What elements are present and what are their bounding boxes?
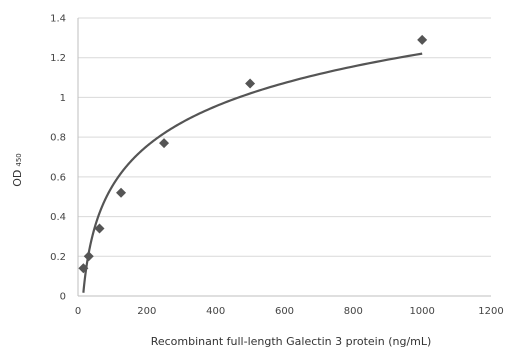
y-tick-label-2: 0.4	[50, 212, 66, 223]
x-tick-labels: 0 200 400 600 800 1000 1200	[75, 306, 504, 317]
gridlines	[78, 17, 491, 257]
y-tick-label-7: 1.4	[50, 14, 66, 25]
data-point-3	[116, 187, 127, 198]
y-tick-label-1: 0.2	[50, 252, 66, 263]
data-points	[78, 34, 428, 274]
data-point-6	[417, 34, 428, 45]
y-tick-labels: 0 0.2 0.4 0.6 0.8 1 1.2 1.4	[50, 14, 66, 303]
data-point-1	[83, 251, 94, 262]
x-tick-label-5: 1000	[409, 306, 434, 317]
trendline	[82, 52, 423, 293]
data-point-4	[159, 138, 170, 149]
data-point-0	[78, 263, 89, 274]
x-tick-label-2: 400	[206, 306, 225, 317]
trendline-group	[82, 52, 423, 293]
y-tick-label-3: 0.6	[50, 172, 66, 183]
axes	[77, 18, 491, 297]
x-axis-title: Recombinant full-length Galectin 3 prote…	[151, 335, 432, 348]
data-point-5	[245, 78, 256, 89]
data-point-2	[94, 223, 105, 234]
y-axis-title-main: OD	[11, 170, 24, 187]
y-axis-title-subscript: 450	[15, 153, 23, 166]
x-tick-label-0: 0	[75, 306, 81, 317]
x-tick-label-4: 800	[344, 306, 363, 317]
y-tick-label-6: 1.2	[50, 53, 66, 64]
y-tick-label-4: 0.8	[50, 133, 66, 144]
x-tick-label-3: 600	[275, 306, 294, 317]
y-tick-label-0: 0	[60, 292, 66, 303]
y-tick-label-5: 1	[60, 93, 66, 104]
y-axis-title: OD 450	[11, 153, 24, 187]
x-tick-label-1: 200	[137, 306, 156, 317]
x-tick-label-6: 1200	[478, 306, 503, 317]
